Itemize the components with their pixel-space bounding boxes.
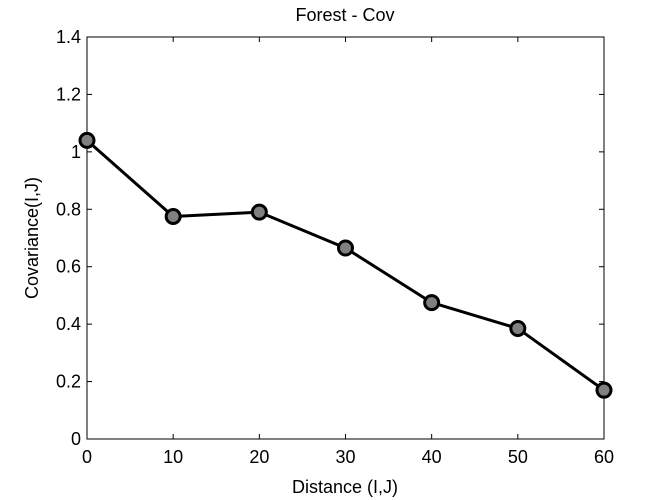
y-axis-label: Covariance(I,J) — [22, 177, 42, 299]
chart-title: Forest - Cov — [295, 5, 394, 25]
data-point — [250, 203, 268, 221]
x-tick-label: 0 — [82, 447, 92, 467]
x-axis-label: Distance (I,J) — [292, 477, 398, 497]
y-tick-label: 1.2 — [56, 84, 81, 104]
data-point — [78, 131, 96, 149]
x-tick-label: 40 — [422, 447, 442, 467]
x-tick-label: 10 — [163, 447, 183, 467]
data-point — [423, 294, 441, 312]
y-tick-label: 0.8 — [56, 199, 81, 219]
plot-area — [86, 36, 605, 440]
y-tick-label: 1 — [71, 142, 81, 162]
y-tick-label: 0 — [71, 429, 81, 449]
x-tick-label: 60 — [594, 447, 614, 467]
data-point — [164, 207, 182, 225]
data-point — [337, 239, 354, 257]
data-point — [509, 319, 527, 337]
y-axis-tick-labels: 0 0.2 0.4 0.6 0.8 1 1.2 1.4 — [56, 27, 81, 449]
x-tick-label: 50 — [508, 447, 528, 467]
series-group — [78, 131, 613, 399]
y-tick-label: 0.4 — [56, 314, 81, 334]
x-axis-tick-labels: 0 10 20 30 40 50 60 — [82, 447, 614, 467]
x-axis-ticks — [86, 37, 605, 439]
y-tick-label: 1.4 — [56, 27, 81, 47]
x-tick-label: 30 — [335, 447, 355, 467]
y-tick-label: 0.2 — [56, 372, 81, 392]
x-tick-label: 20 — [249, 447, 269, 467]
y-tick-label: 0.6 — [56, 257, 81, 277]
y-axis-ticks — [87, 36, 604, 440]
data-point — [595, 381, 613, 399]
